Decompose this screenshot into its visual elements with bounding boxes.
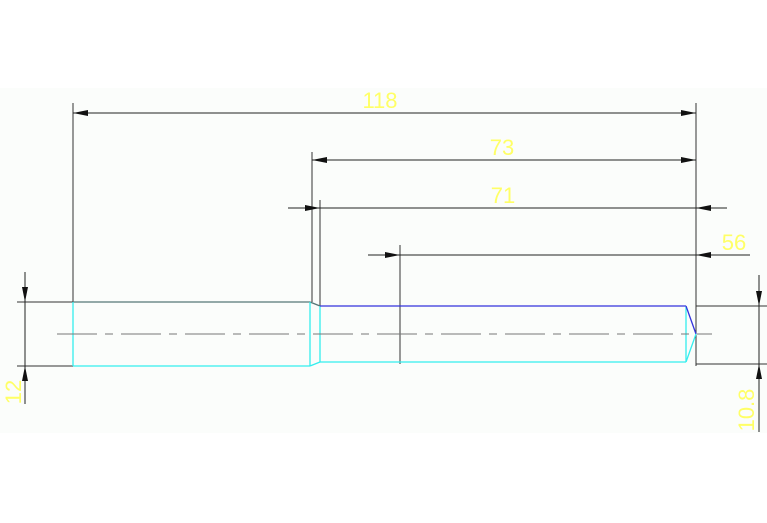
shaft-part (72, 301, 697, 367)
dim-text-56: 56 (722, 230, 746, 255)
dim-text-73: 73 (490, 135, 514, 160)
dim-text-118: 118 (362, 88, 397, 113)
dim-text-71: 71 (491, 183, 515, 208)
dim-text-10-8: 10.8 (734, 389, 759, 432)
drawing-area (0, 88, 767, 433)
dim-text-12: 12 (1, 380, 26, 404)
